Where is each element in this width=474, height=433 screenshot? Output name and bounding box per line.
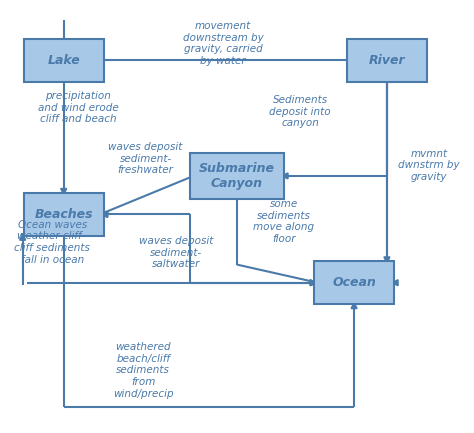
Text: precipitation
and wind erode
cliff and beach: precipitation and wind erode cliff and b… xyxy=(38,91,118,124)
FancyBboxPatch shape xyxy=(347,39,427,82)
FancyBboxPatch shape xyxy=(24,39,104,82)
Text: some
sediments
move along
floor: some sediments move along floor xyxy=(253,199,314,244)
Text: waves deposit
sediment-
saltwater: waves deposit sediment- saltwater xyxy=(139,236,213,269)
Text: Lake: Lake xyxy=(47,54,80,67)
FancyBboxPatch shape xyxy=(24,193,104,236)
Text: Ocean: Ocean xyxy=(332,276,376,289)
FancyBboxPatch shape xyxy=(314,261,394,304)
Text: Sediments
deposit into
canyon: Sediments deposit into canyon xyxy=(269,95,331,128)
Text: Ocean waves
weather cliff -
cliff sediments
fall in ocean: Ocean waves weather cliff - cliff sedime… xyxy=(15,220,91,265)
FancyBboxPatch shape xyxy=(190,153,284,199)
Text: Beaches: Beaches xyxy=(34,208,93,221)
Text: movement
downstream by
gravity, carried
by water: movement downstream by gravity, carried … xyxy=(182,21,264,66)
Text: mvmnt
dwnstrm by
gravity: mvmnt dwnstrm by gravity xyxy=(398,149,460,182)
Text: Submarine
Canyon: Submarine Canyon xyxy=(199,162,275,190)
Text: River: River xyxy=(369,54,405,67)
Text: weathered
beach/cliff
sediments
from
wind/precip: weathered beach/cliff sediments from win… xyxy=(113,342,173,399)
Text: waves deposit
sediment-
freshwater: waves deposit sediment- freshwater xyxy=(109,142,183,175)
